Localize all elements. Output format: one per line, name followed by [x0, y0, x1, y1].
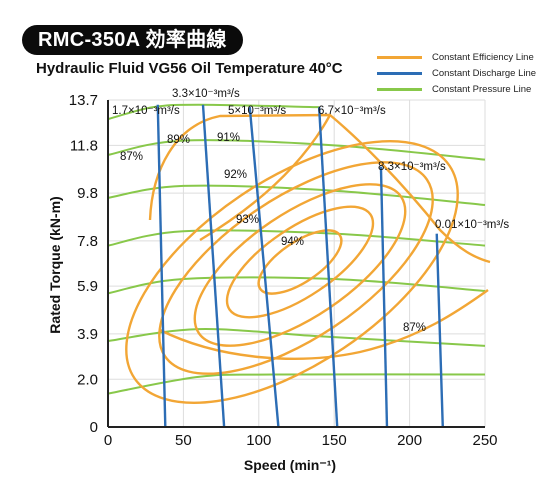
legend-swatch-discharge	[377, 71, 422, 75]
efficiency-contour-lower	[159, 289, 489, 360]
discharge-label-2: 5×10⁻³m³/s	[228, 105, 286, 117]
efficiency-contour-2	[193, 183, 407, 347]
efficiency-boundary	[148, 113, 491, 264]
x-tick-label-3: 150	[322, 432, 347, 449]
efficiency-label-5: 94%	[281, 236, 304, 248]
efficiency-contour-inner-arc	[199, 114, 332, 242]
legend-item-pressure: Constant Pressure Line	[377, 81, 536, 97]
constant-discharge-lines	[156, 104, 444, 428]
pressure-line-4	[107, 184, 486, 207]
x-tick-label-2: 100	[246, 432, 271, 449]
efficiency-label-4: 93%	[236, 214, 259, 226]
x-tick-label-4: 200	[397, 432, 422, 449]
y-tick-label-5: 9.8	[77, 185, 98, 202]
legend-label-discharge: Constant Discharge Line	[432, 67, 537, 79]
legend-item-efficiency: Constant Efficiency Line	[377, 49, 536, 65]
pressure-line-5	[107, 139, 486, 161]
x-tick-label-0: 0	[104, 432, 112, 449]
constant-efficiency-lines	[125, 113, 491, 404]
constant-pressure-lines	[107, 103, 486, 395]
legend-swatch-efficiency	[377, 55, 422, 59]
y-axis-label: Rated Torque (kN-m)	[47, 196, 63, 333]
x-tick-label-1: 50	[175, 432, 192, 449]
x-tick-label-5: 250	[472, 432, 497, 449]
x-axis-label: Speed (min⁻¹)	[244, 457, 336, 473]
legend-label-pressure: Constant Pressure Line	[432, 83, 532, 95]
chart-subtitle: Hydraulic Fluid VG56 Oil Temperature 40°…	[36, 60, 343, 77]
y-tick-label-6: 11.8	[70, 137, 98, 154]
discharge-label-3: 6.7×10⁻³m³/s	[318, 105, 386, 117]
pressure-line-2	[107, 276, 486, 295]
discharge-label-4: 8.3×10⁻³m³/s	[378, 161, 446, 173]
legend: Constant Efficiency Line Constant Discha…	[377, 49, 536, 97]
pressure-line-6	[107, 103, 320, 121]
efficiency-label-2: 91%	[217, 132, 240, 144]
legend-item-discharge: Constant Discharge Line	[377, 65, 536, 81]
y-tick-label-7: 13.7	[69, 92, 98, 109]
y-tick-label-4: 7.8	[77, 233, 98, 250]
efficiency-contour-4	[125, 140, 459, 404]
pressure-line-3	[107, 229, 486, 247]
efficiency-label-0: 87%	[120, 151, 143, 163]
line-labels: 1.7×10⁻³m³/s 3.3×10⁻³m³/s 5×10⁻³m³/s 6.7×10…	[112, 88, 509, 334]
axes: 0 50 100 150 200 250 0 2.0 3.9 5.9 7.8 9.8 11.8 13.7	[69, 92, 498, 449]
pressure-line-0	[107, 373, 486, 395]
discharge-line-1	[201, 104, 226, 428]
discharge-line-2	[248, 107, 280, 428]
efficiency-label-6: 87%	[403, 322, 426, 334]
legend-swatch-pressure	[377, 87, 422, 91]
efficiency-contour-0	[257, 229, 343, 295]
discharge-label-1: 3.3×10⁻³m³/s	[172, 88, 240, 100]
discharge-line-0	[156, 104, 167, 428]
efficiency-contour-1	[225, 205, 375, 319]
efficiency-label-3: 92%	[224, 169, 247, 181]
discharge-line-3	[317, 107, 339, 428]
y-tick-label-3: 5.9	[77, 278, 98, 295]
efficiency-label-1: 89%	[167, 134, 190, 146]
discharge-line-5	[435, 233, 444, 428]
discharge-label-5: 0.01×10⁻³m³/s	[435, 219, 509, 231]
legend-label-efficiency: Constant Efficiency Line	[432, 51, 534, 63]
y-tick-label-1: 2.0	[77, 371, 98, 388]
discharge-label-0: 1.7×10⁻³m³/s	[112, 105, 180, 117]
efficiency-contour-3	[158, 161, 434, 375]
chart-title: RMC-350A 効率曲線	[22, 25, 243, 55]
y-tick-label-0: 0	[90, 419, 98, 436]
y-tick-label-2: 3.9	[77, 326, 98, 343]
discharge-line-4	[379, 166, 389, 428]
